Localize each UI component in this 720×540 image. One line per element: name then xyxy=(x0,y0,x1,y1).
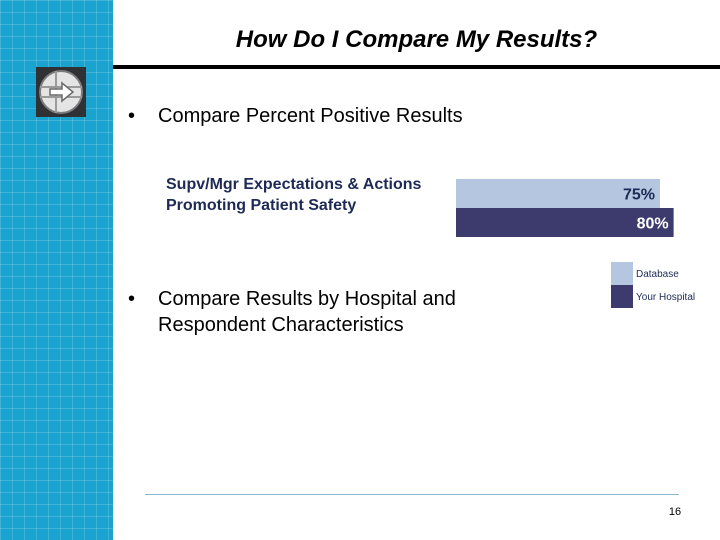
legend-label-database: Database xyxy=(636,269,679,280)
bullet-marker: • xyxy=(128,105,136,127)
comparison-bar-chart: Supv/Mgr Expectations & Actions Promotin… xyxy=(166,176,695,308)
chart-category-label-line-1: Supv/Mgr Expectations & Actions xyxy=(166,176,422,193)
bullet-text: Compare Percent Positive Results xyxy=(158,105,463,127)
bar-your-hospital xyxy=(456,208,674,237)
legend-label-your-hospital: Your Hospital xyxy=(636,292,695,303)
footer-divider xyxy=(145,494,679,495)
title-bar: How Do I Compare My Results? xyxy=(113,0,720,66)
chart-category-label-line-2: Promoting Patient Safety xyxy=(166,197,356,214)
bullet-hospital-characteristics: • Compare Results by Hospital and Respon… xyxy=(128,286,568,338)
bar-label-your-hospital: 80% xyxy=(637,216,669,233)
bullet-text: Compare Results by Hospital and Responde… xyxy=(158,288,456,336)
chart-legend: Database Your Hospital xyxy=(611,262,695,308)
bullet-marker: • xyxy=(128,288,136,310)
bars-layer: 75% 80% xyxy=(456,179,674,237)
bar-label-database: 75% xyxy=(623,187,655,204)
slide-title: How Do I Compare My Results? xyxy=(235,26,598,53)
title-divider xyxy=(113,65,720,69)
legend-swatch-your-hospital xyxy=(611,285,633,308)
bar-database xyxy=(456,179,660,208)
arrow-logo-icon xyxy=(36,67,86,117)
page-number: 16 xyxy=(668,506,682,518)
bullet-percent-positive: • Compare Percent Positive Results xyxy=(128,103,688,129)
legend-swatch-database xyxy=(611,262,633,285)
